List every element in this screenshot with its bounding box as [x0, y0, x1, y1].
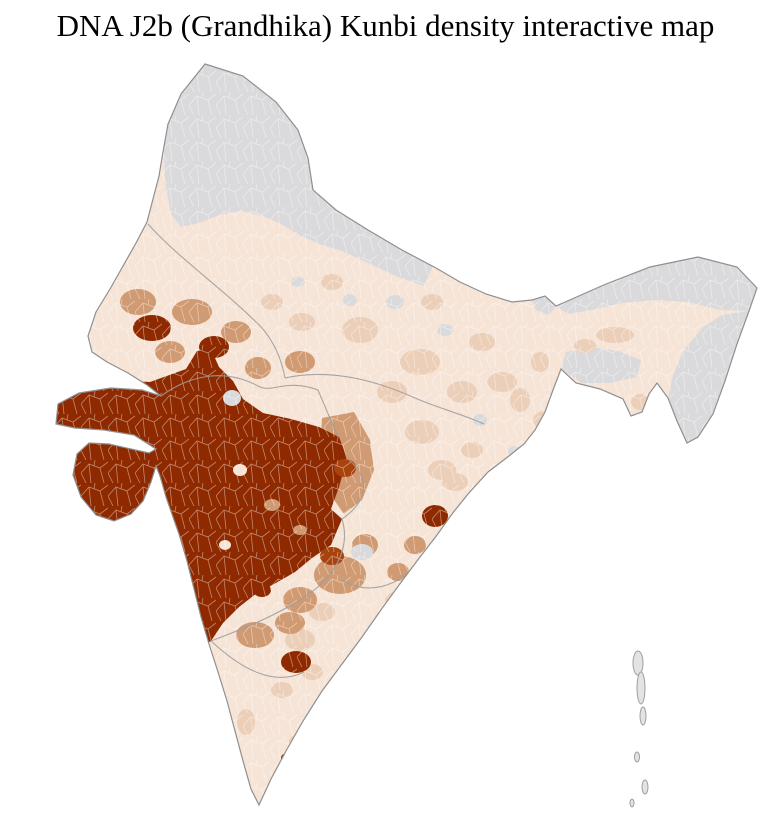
- island[interactable]: [636, 671, 646, 705]
- island[interactable]: [634, 751, 640, 763]
- island[interactable]: [632, 650, 644, 676]
- island[interactable]: [641, 779, 649, 795]
- state-border-line: [210, 640, 305, 678]
- state-border-line: [341, 457, 365, 520]
- andaman-islands[interactable]: [629, 650, 649, 808]
- map-title: DNA J2b (Grandhika) Kunbi density intera…: [56, 8, 715, 43]
- state-border-line: [147, 223, 286, 379]
- state-border-line: [160, 375, 339, 438]
- state-borders: [147, 223, 485, 678]
- state-border-line: [284, 373, 485, 425]
- island[interactable]: [629, 798, 635, 808]
- state-border-line: [210, 518, 345, 642]
- island[interactable]: [639, 706, 647, 726]
